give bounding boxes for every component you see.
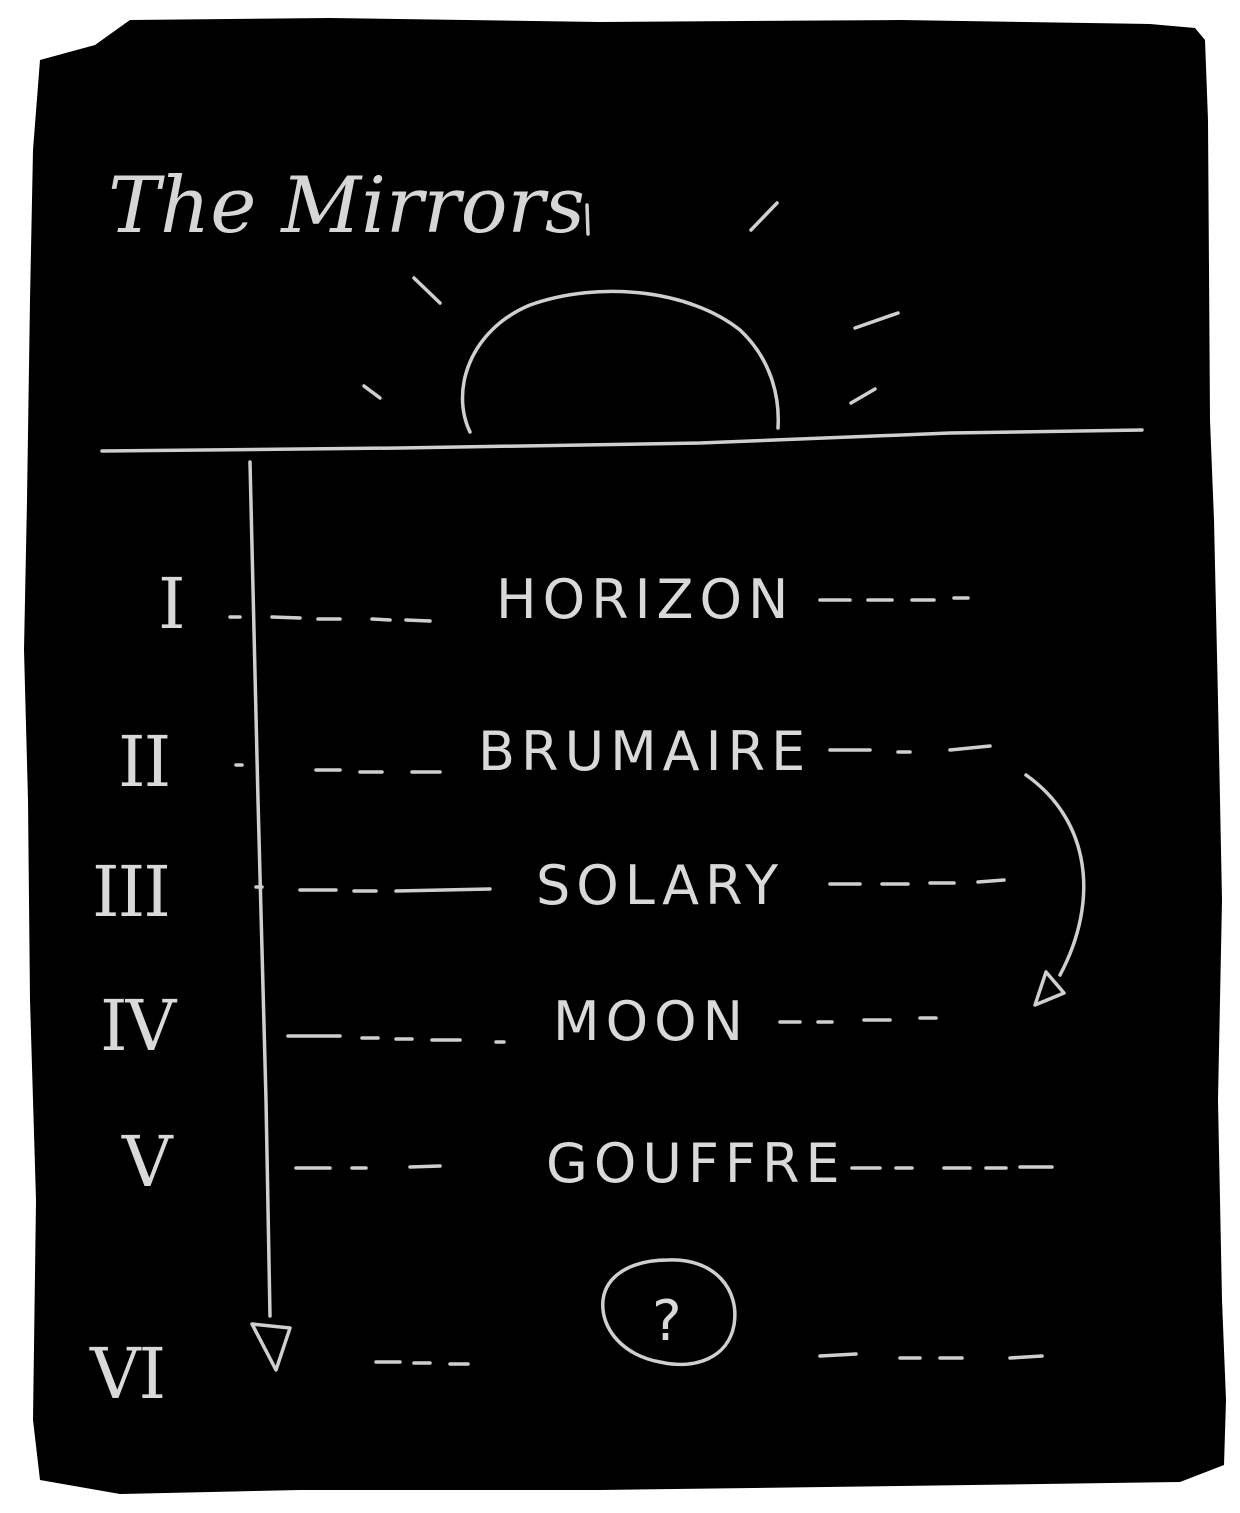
chalkboard [24, 18, 1226, 1494]
depth-arrow [248, 460, 292, 1372]
level-dashes [228, 596, 1054, 1366]
diagram-title: The Mirrors [108, 161, 585, 251]
level-name: HORIZON [496, 568, 794, 631]
level-numeral: III [92, 851, 169, 933]
unknown-level-marker: ? [601, 1258, 737, 1367]
level-name: MOON [553, 990, 749, 1053]
level-name: ? [652, 1289, 682, 1354]
level-name: GOUFFRE [546, 1132, 846, 1195]
level-numeral: IV [100, 985, 178, 1067]
level-name: SOLARY [536, 854, 784, 917]
level-numeral: V [121, 1121, 174, 1203]
level-numeral: II [118, 721, 169, 803]
sun-icon [460, 289, 780, 434]
sun-rays [362, 201, 900, 405]
horizon-line [100, 428, 1144, 453]
level-numeral: VI [89, 1333, 164, 1415]
level-numeral: I [158, 563, 184, 645]
level-name: BRUMAIRE [478, 720, 811, 783]
side-arrow [1024, 773, 1086, 1007]
